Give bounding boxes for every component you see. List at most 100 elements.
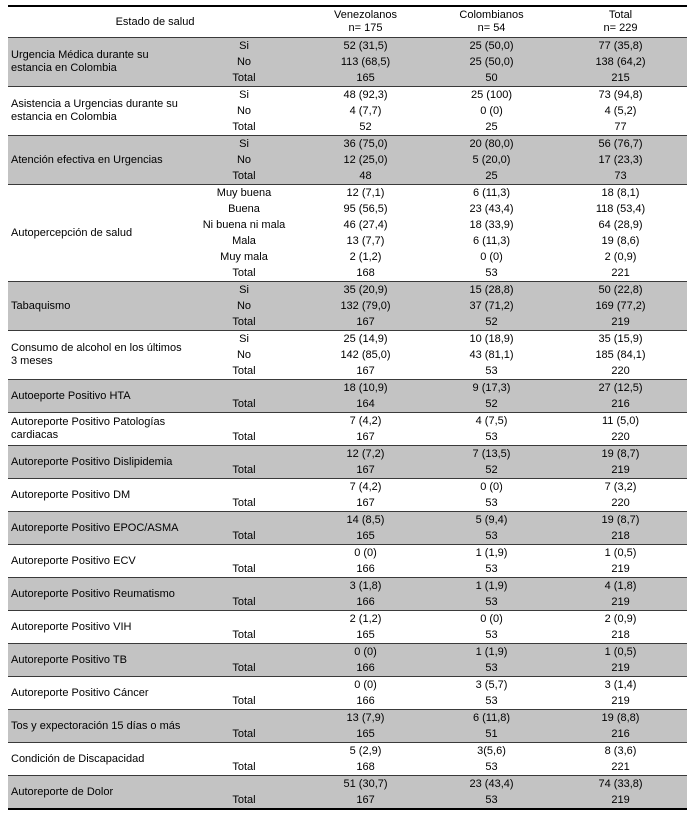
header-venezolanos: Venezolanos n= 175 xyxy=(302,6,430,38)
venezolanos-value-cell: 113 (68,5) xyxy=(302,54,430,70)
total-value-cell: 18 (8,1) xyxy=(601,186,640,199)
venezolanos-value-cell: 4 (7,7) xyxy=(349,104,382,117)
colombianos-value-cell: 53 xyxy=(429,528,555,545)
total-value-cell: 56 (76,7) xyxy=(554,135,688,152)
subcategory-cell xyxy=(186,611,302,628)
table-row: Autopercepción de salud Muy buena 12 (7,1)… xyxy=(8,184,687,282)
header-total-n: n= 229 xyxy=(603,22,638,34)
category-cell: Asistencia a Urgencias durante su estanc… xyxy=(8,86,186,136)
table-row: No 12 (25,0) 5 (20,0) 17 (23,3) xyxy=(8,152,688,168)
total-value-cell: 8 (3,6) xyxy=(604,744,637,757)
table-row: Total 166 53 219 xyxy=(8,693,688,710)
total-value-cell: 74 (33,8) xyxy=(554,775,688,792)
table-row: Autoreporte Positivo Cáncer 0 (0) 3 (5,7) 3… xyxy=(8,676,687,710)
total-value-cell: 219 xyxy=(554,693,688,710)
subcategory-cell: No xyxy=(236,348,252,361)
table-row: Total 168 53 221 xyxy=(8,759,688,776)
subcategory-cell: Ni buena ni mala xyxy=(202,218,286,231)
header-venezolanos-n: n= 175 xyxy=(348,22,383,34)
table-row: Total 165 53 218 xyxy=(8,627,688,644)
colombianos-value-cell: 37 (71,2) xyxy=(429,298,555,314)
venezolanos-value-cell: 165 xyxy=(302,726,430,743)
venezolanos-value-cell: 168 xyxy=(302,265,430,282)
header-colombianos-label: Colombianos xyxy=(459,9,524,21)
colombianos-value-cell: 50 xyxy=(429,70,555,87)
total-value-cell: 19 (8,7) xyxy=(554,511,688,528)
table-row: Total 167 52 219 xyxy=(8,462,688,479)
colombianos-value-cell: 25 xyxy=(429,119,555,136)
venezolanos-value-cell: 142 (85,0) xyxy=(340,348,391,361)
subcategory-cell: Muy buena xyxy=(216,186,272,199)
venezolanos-value-cell: 166 xyxy=(302,693,430,710)
subcategory-cell xyxy=(186,709,303,726)
table-row: Tabaquismo Si 35 (20,9) 15 (28,8) 50 (22,8) xyxy=(8,281,688,331)
header-total: Total n= 229 xyxy=(554,6,688,38)
colombianos-value-cell: 25 (50,0) xyxy=(429,37,555,54)
table-row: No 132 (79,0) 37 (71,2) 169 (77,2) xyxy=(8,298,688,314)
venezolanos-value-cell: 2 (1,2) xyxy=(349,250,382,263)
subcategory-cell: Total xyxy=(186,363,303,380)
category-cell: Autoeporte Positivo HTA xyxy=(8,379,186,413)
subcategory-cell xyxy=(186,577,303,594)
venezolanos-value-cell: 12 (7,1) xyxy=(346,186,385,199)
total-value-cell: 220 xyxy=(554,363,688,380)
category-cell: Urgencia Médica durante su estancia en C… xyxy=(8,37,186,87)
subcategory-cell xyxy=(186,743,302,760)
total-value-cell: 35 (15,9) xyxy=(598,332,643,345)
total-value-cell: 219 xyxy=(554,594,688,611)
venezolanos-value-cell: 52 xyxy=(302,119,430,136)
table-row: Total 167 53 220 xyxy=(8,495,688,512)
subcategory-cell: Total xyxy=(186,660,303,677)
subcategory-cell: Total xyxy=(186,693,303,710)
colombianos-value-cell: 25 (100) xyxy=(471,88,512,101)
colombianos-value-cell: 5 (20,0) xyxy=(429,152,555,168)
colombianos-value-cell: 53 xyxy=(429,594,555,611)
venezolanos-value-cell: 168 xyxy=(302,759,430,776)
colombianos-value-cell: 52 xyxy=(429,314,555,331)
total-value-cell: 77 (35,8) xyxy=(554,37,688,54)
venezolanos-value-cell: 13 (7,9) xyxy=(302,709,430,726)
subcategory-cell: Si xyxy=(186,281,303,298)
subcategory-cell: Total xyxy=(186,561,303,578)
colombianos-value-cell: 25 xyxy=(429,168,555,185)
header-colombianos: Colombianos n= 54 xyxy=(429,6,555,38)
venezolanos-value-cell: 25 (14,9) xyxy=(343,332,388,345)
table-row: Buena 95 (56,5) 23 (43,4) 118 (53,4) xyxy=(8,201,687,217)
category-cell: Autoreporte Positivo Cáncer xyxy=(8,676,186,710)
subcategory-cell: Buena xyxy=(228,202,260,215)
subcategory-cell: Total xyxy=(186,594,303,611)
header-colombianos-n: n= 54 xyxy=(477,22,506,34)
total-value-cell: 4 (5,2) xyxy=(604,104,637,117)
colombianos-value-cell: 51 xyxy=(429,726,555,743)
table-row: Total 166 53 219 xyxy=(8,561,688,578)
venezolanos-value-cell: 0 (0) xyxy=(354,678,377,691)
colombianos-value-cell: 6 (11,3) xyxy=(472,186,511,199)
table-row: Autoreporte Positivo DM 7 (4,2) 0 (0) 7 (3,… xyxy=(8,478,687,512)
venezolanos-value-cell: 167 xyxy=(302,792,430,810)
venezolanos-value-cell: 2 (1,2) xyxy=(349,612,382,625)
venezolanos-value-cell: 165 xyxy=(302,528,430,545)
table-row: Total 48 25 73 xyxy=(8,168,688,185)
table-row: Autoeporte Positivo HTA 18 (10,9) 9 (17,3)… xyxy=(8,379,688,413)
total-value-cell: 50 (22,8) xyxy=(554,281,688,298)
colombianos-value-cell: 53 xyxy=(429,429,555,446)
table-row: Total 165 53 218 xyxy=(8,528,688,545)
subcategory-cell: Total xyxy=(186,119,303,136)
health-status-table: Estado de salud Venezolanos n= 175 Colom… xyxy=(8,5,688,810)
venezolanos-value-cell: 12 (7,2) xyxy=(302,445,430,462)
subcategory-cell: Total xyxy=(186,759,303,776)
total-value-cell: 64 (28,9) xyxy=(598,218,643,231)
venezolanos-value-cell: 3 (1,8) xyxy=(302,577,430,594)
category-cell: Autoreporte Positivo Reumatismo xyxy=(8,577,186,611)
venezolanos-value-cell: 35 (20,9) xyxy=(302,281,430,298)
venezolanos-value-cell: 13 (7,7) xyxy=(346,234,385,247)
venezolanos-value-cell: 166 xyxy=(302,660,430,677)
colombianos-value-cell: 0 (0) xyxy=(480,104,503,117)
subcategory-cell: Muy mala xyxy=(220,250,268,263)
colombianos-value-cell: 3 (5,7) xyxy=(475,678,508,691)
subcategory-cell: Total xyxy=(186,726,303,743)
table-row: Autoreporte Positivo Patologías cardiaca… xyxy=(8,412,687,446)
colombianos-value-cell: 5 (9,4) xyxy=(429,511,555,528)
subcategory-cell xyxy=(186,379,303,396)
table-row: Total 167 53 220 xyxy=(8,429,688,446)
